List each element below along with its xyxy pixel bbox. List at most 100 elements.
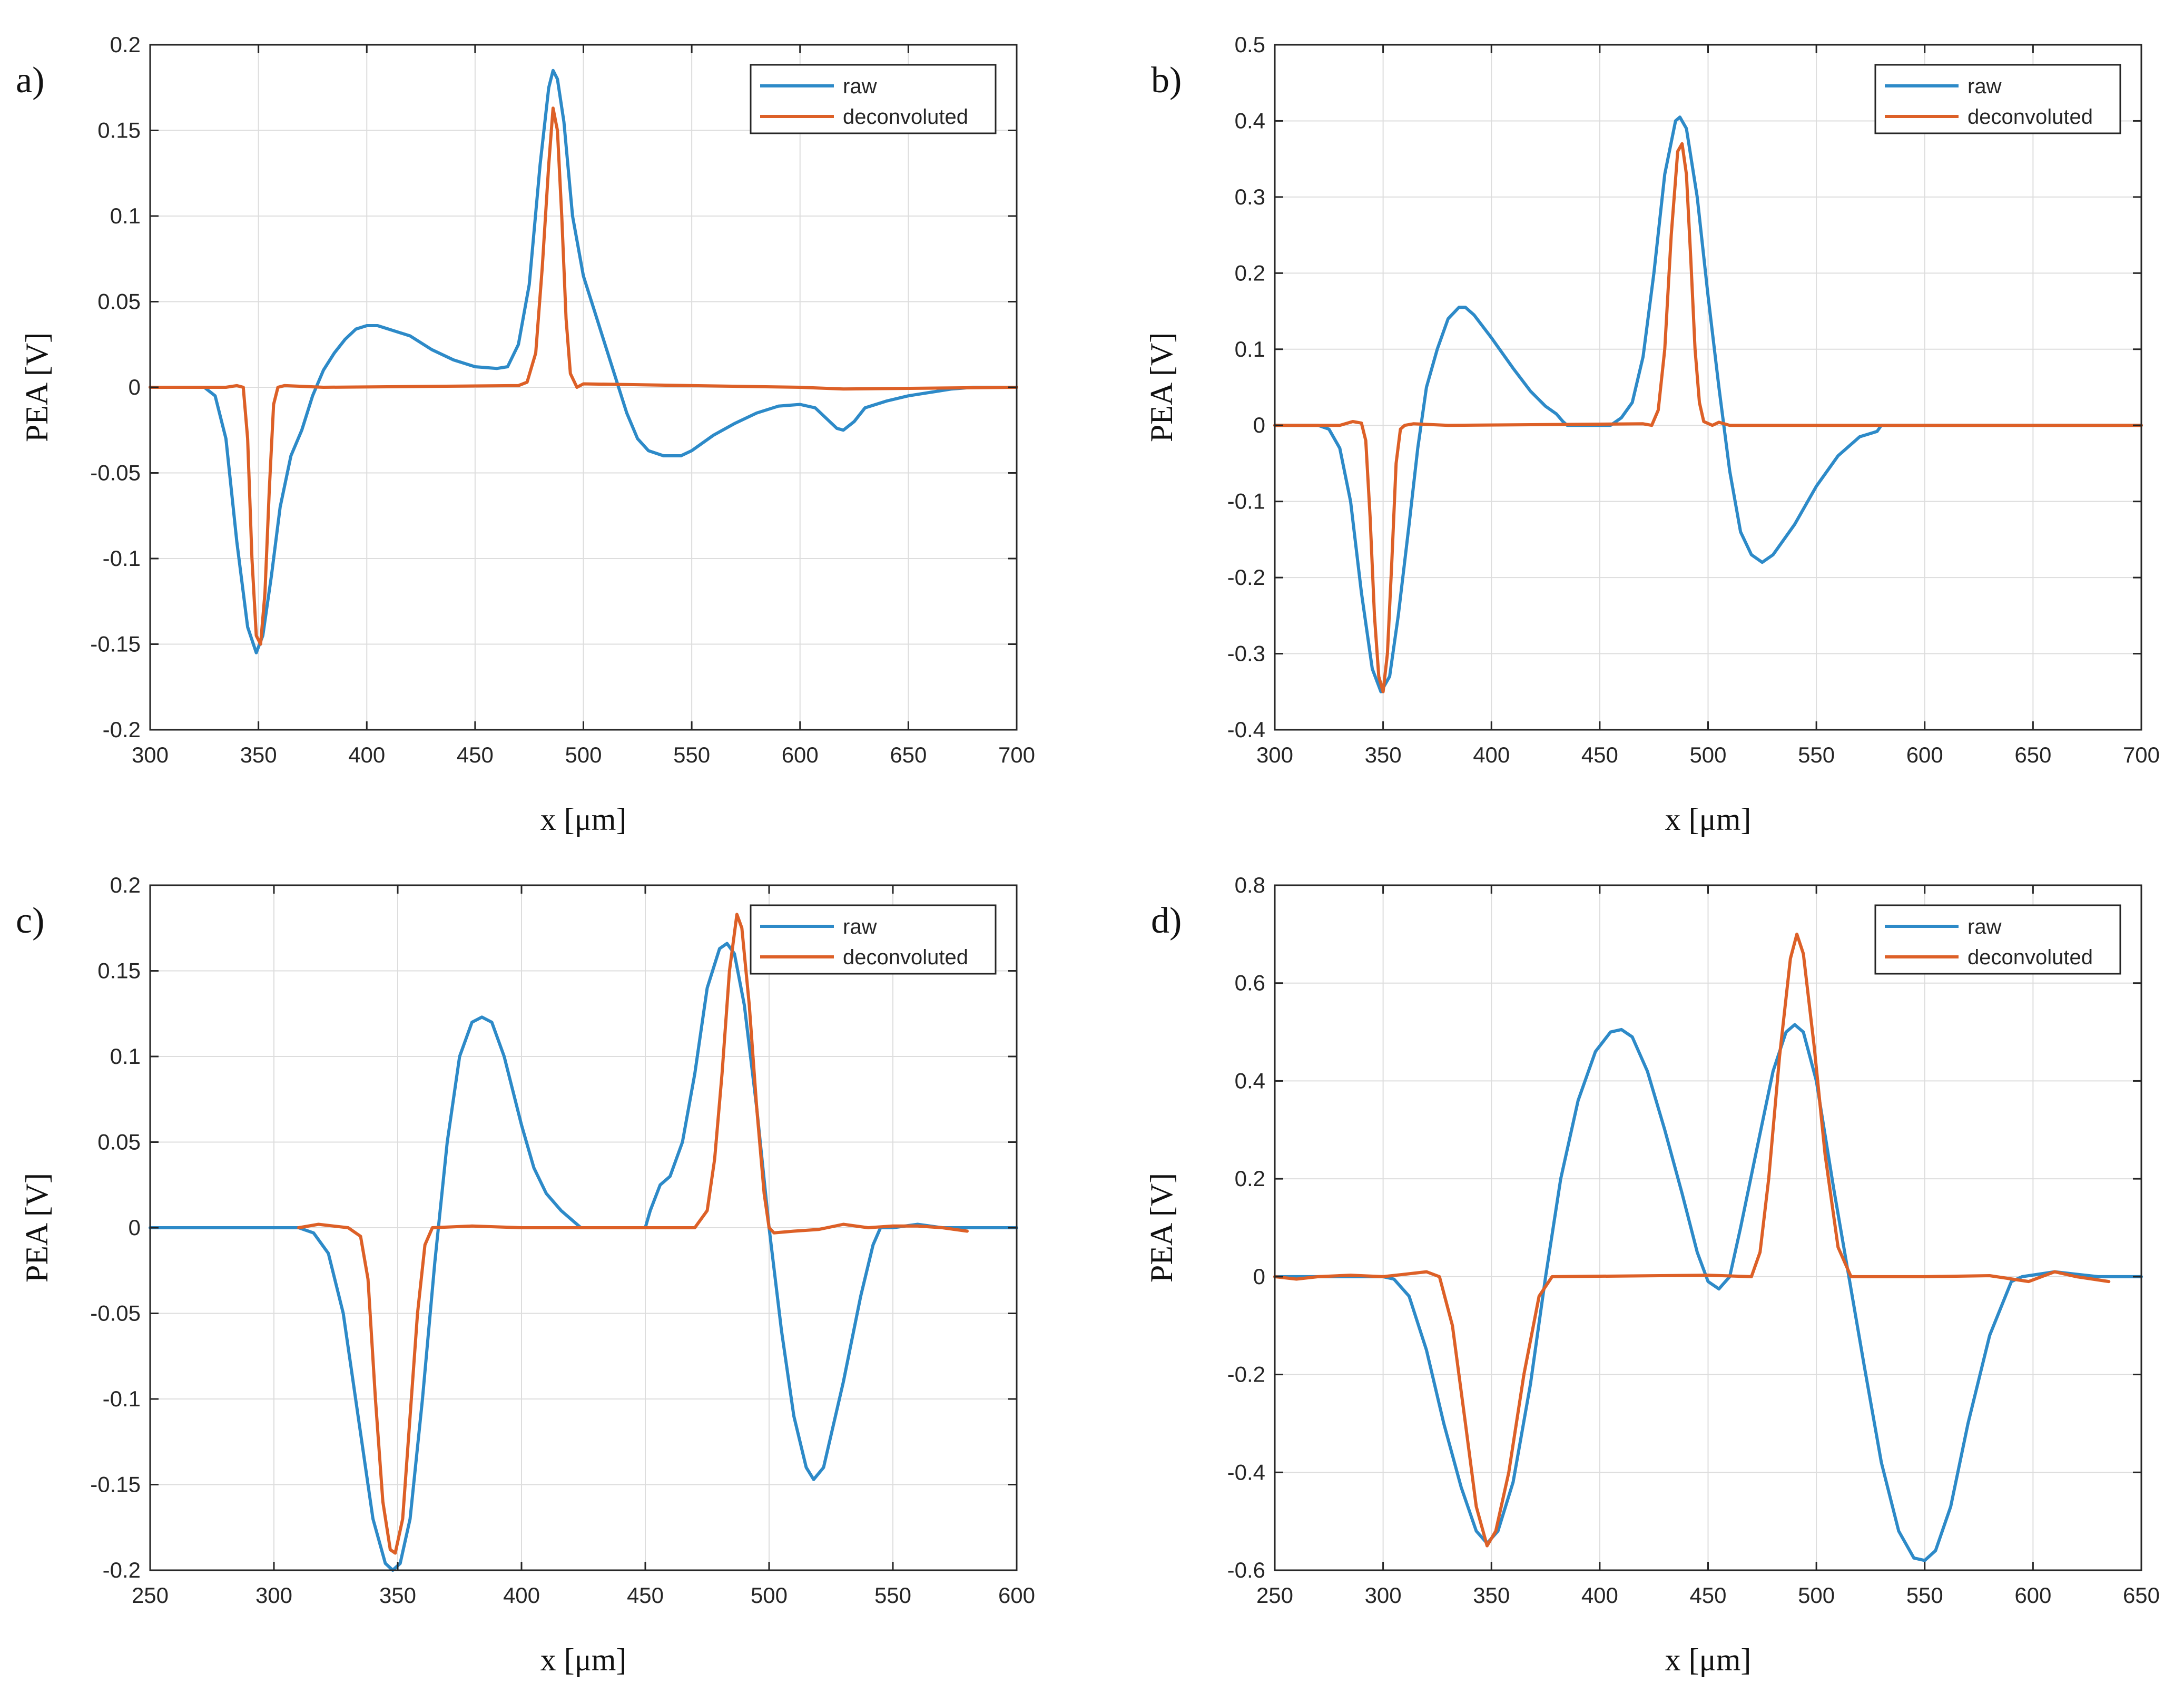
y-tick-label: 0.2 (1235, 260, 1265, 285)
x-tick-label: 700 (2123, 742, 2160, 767)
panel-label: b) (1151, 60, 1182, 101)
y-tick-label: -0.2 (1227, 1362, 1265, 1387)
y-tick-label: 0.1 (110, 1044, 141, 1069)
y-tick-label: -0.2 (103, 717, 141, 742)
y-axis-title: PEA [V] (1144, 332, 1179, 442)
x-tick-label: 650 (2014, 742, 2051, 767)
x-tick-label: 450 (457, 742, 494, 767)
x-tick-label: 550 (1798, 742, 1835, 767)
x-axis-title: x [μm] (540, 802, 627, 837)
x-tick-label: 250 (132, 1583, 169, 1608)
panel-b: 300 350 400 450 500 550 600 650 700 -0.4 -0.3 -0.2 -… (1144, 32, 2160, 837)
y-tick-label: 0.5 (1235, 32, 1265, 57)
y-tick-label: -0.15 (90, 1472, 141, 1497)
legend-box (1874, 64, 2121, 134)
y-tick-label: 0.15 (97, 118, 141, 143)
x-tick-label: 500 (565, 742, 602, 767)
y-tick-label: -0.1 (103, 1386, 141, 1411)
y-tick-label: 0.4 (1235, 108, 1265, 133)
legend-box (750, 64, 997, 134)
x-tick-label: 550 (1906, 1583, 1943, 1608)
x-tick-label: 400 (1581, 1583, 1618, 1608)
y-tick-label: 0.05 (97, 1130, 141, 1154)
legend-label-deconvoluted: deconvoluted (1967, 946, 2093, 969)
panel-d: 250 300 350 400 450 500 550 600 650 -0.6 -0.4 -0.2 0… (1144, 873, 2160, 1677)
legend-box (1874, 904, 2121, 975)
x-tick-label: 450 (1689, 1583, 1726, 1608)
legend: raw deconvoluted (750, 64, 997, 134)
x-tick-label: 450 (1581, 742, 1618, 767)
x-tick-label: 500 (1689, 742, 1726, 767)
x-tick-label: 350 (1473, 1583, 1510, 1608)
x-tick-label: 350 (240, 742, 277, 767)
x-tick-label: 250 (1256, 1583, 1293, 1608)
y-tick-label: 0.4 (1235, 1068, 1265, 1093)
x-tick-label: 550 (874, 1583, 911, 1608)
x-tick-label: 650 (890, 742, 927, 767)
y-tick-label: 0 (1253, 1264, 1265, 1289)
legend-label-raw: raw (1967, 915, 2002, 938)
legend-label-deconvoluted: deconvoluted (843, 105, 968, 129)
panel-label: a) (16, 60, 44, 101)
y-tick-label: -0.05 (90, 1301, 141, 1326)
y-tick-label: 0.6 (1235, 971, 1265, 995)
legend-box (750, 904, 997, 975)
x-axis-title: x [μm] (540, 1642, 627, 1677)
panel-label: d) (1151, 901, 1182, 941)
y-tick-label: 0.05 (97, 289, 141, 314)
panel-c: 250 300 350 400 450 500 550 600 -0.2 -0.15 -0.1 -0.… (16, 873, 1035, 1677)
legend-label-deconvoluted: deconvoluted (1967, 105, 2093, 129)
x-tick-label: 700 (998, 742, 1035, 767)
series-line-deconvoluted (297, 913, 969, 1555)
legend: raw deconvoluted (1874, 64, 2121, 134)
x-tick-label: 350 (1365, 742, 1402, 767)
x-tick-label: 300 (1256, 742, 1293, 767)
y-axis-title: PEA [V] (19, 1173, 54, 1283)
y-tick-label: -0.4 (1227, 1460, 1265, 1484)
y-tick-label: 0 (1253, 413, 1265, 437)
y-axis-title: PEA [V] (1144, 1173, 1179, 1283)
x-tick-label: 350 (379, 1583, 416, 1608)
y-tick-label: 0.15 (97, 958, 141, 983)
legend-label-raw: raw (1967, 75, 2002, 98)
x-tick-label: 600 (782, 742, 819, 767)
series-line-deconvoluted (1273, 142, 2143, 693)
series-line-deconvoluted (1273, 932, 2111, 1548)
y-tick-label: -0.2 (103, 1558, 141, 1582)
y-tick-label: 0.1 (1235, 337, 1265, 361)
y-tick-label: -0.1 (1227, 489, 1265, 514)
y-tick-label: -0.2 (1227, 565, 1265, 590)
y-tick-label: 0.8 (1235, 873, 1265, 897)
x-tick-label: 600 (1906, 742, 1943, 767)
y-tick-label: 0 (129, 375, 141, 399)
x-tick-label: 600 (2014, 1583, 2051, 1608)
legend-label-raw: raw (843, 915, 877, 938)
y-axis-title: PEA [V] (19, 332, 54, 442)
y-tick-label: -0.6 (1227, 1558, 1265, 1582)
y-tick-label: 0.2 (110, 873, 141, 897)
legend-label-raw: raw (843, 75, 877, 98)
y-tick-label: 0.1 (110, 203, 141, 228)
legend: raw deconvoluted (750, 904, 997, 975)
y-tick-label: 0.2 (1235, 1166, 1265, 1191)
legend: raw deconvoluted (1874, 904, 2121, 975)
y-tick-label: 0.3 (1235, 184, 1265, 209)
y-tick-label: 0.2 (110, 32, 141, 57)
x-tick-label: 300 (132, 742, 169, 767)
x-tick-label: 650 (2123, 1583, 2160, 1608)
x-tick-label: 300 (255, 1583, 292, 1608)
x-tick-label: 450 (627, 1583, 664, 1608)
x-axis-title: x [μm] (1665, 1642, 1752, 1677)
y-tick-label: -0.4 (1227, 717, 1265, 742)
x-tick-label: 400 (1473, 742, 1510, 767)
series-line-raw (149, 68, 1018, 654)
y-tick-label: -0.15 (90, 632, 141, 657)
legend-label-deconvoluted: deconvoluted (843, 946, 968, 969)
y-tick-label: -0.3 (1227, 641, 1265, 666)
x-tick-label: 400 (503, 1583, 540, 1608)
x-tick-label: 550 (673, 742, 710, 767)
y-tick-label: -0.05 (90, 461, 141, 485)
x-tick-label: 400 (348, 742, 385, 767)
x-tick-label: 300 (1365, 1583, 1402, 1608)
